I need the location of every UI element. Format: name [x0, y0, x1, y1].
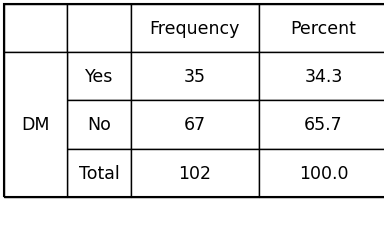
Text: 102: 102 — [179, 164, 211, 182]
Bar — [67, 53, 131, 101]
Bar — [259, 101, 384, 149]
Bar — [67, 149, 131, 197]
Bar — [131, 53, 259, 101]
Text: DM: DM — [21, 116, 50, 134]
Bar — [259, 53, 384, 101]
Text: Total: Total — [78, 164, 119, 182]
Bar — [4, 53, 67, 197]
Text: 34.3: 34.3 — [305, 68, 343, 86]
Bar — [131, 101, 259, 149]
Text: 35: 35 — [184, 68, 206, 86]
Text: 67: 67 — [184, 116, 206, 134]
Text: Frequency: Frequency — [150, 20, 240, 38]
Bar — [4, 5, 67, 53]
Bar — [131, 149, 259, 197]
Bar — [67, 5, 131, 53]
Bar — [131, 5, 259, 53]
Text: Yes: Yes — [85, 68, 113, 86]
Text: No: No — [87, 116, 111, 134]
Bar — [259, 5, 384, 53]
Bar — [259, 149, 384, 197]
Bar — [4, 5, 384, 197]
Text: Percent: Percent — [291, 20, 356, 38]
Text: 65.7: 65.7 — [304, 116, 343, 134]
Text: 100.0: 100.0 — [299, 164, 348, 182]
Bar — [67, 101, 131, 149]
